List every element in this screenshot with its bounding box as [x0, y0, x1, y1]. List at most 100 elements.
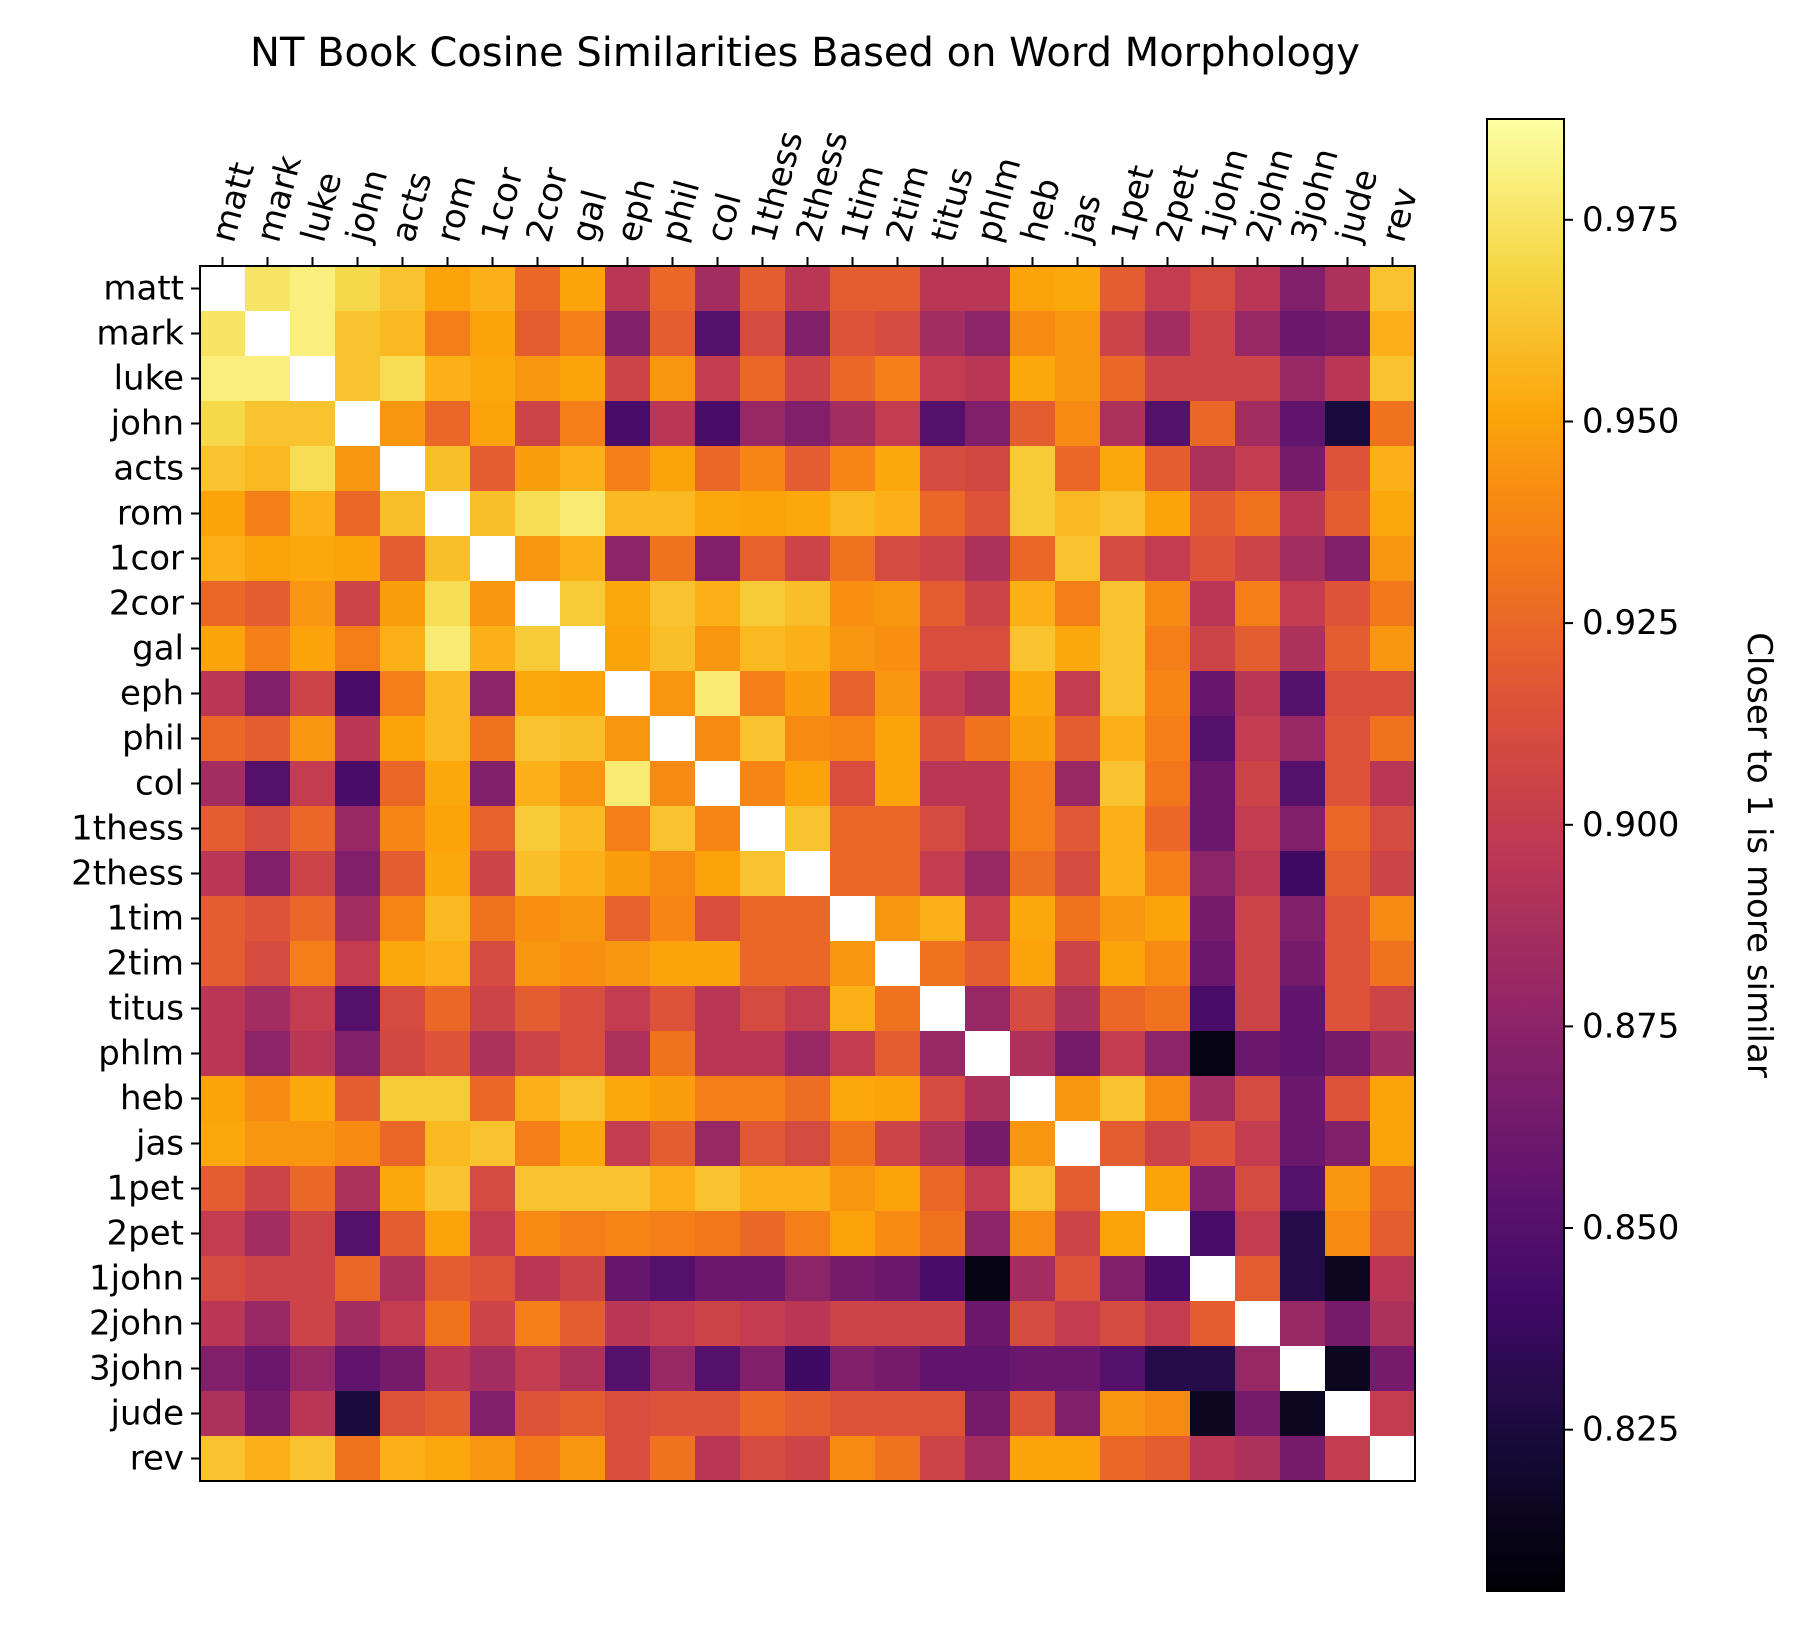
heatmap-cell: [470, 311, 516, 357]
heatmap-cell: [1190, 941, 1236, 987]
heatmap-cell: [290, 311, 336, 357]
heatmap-cell: [200, 581, 246, 627]
heatmap-cell: [785, 896, 831, 942]
heatmap-cell: [1235, 1436, 1281, 1482]
heatmap-cell: [1145, 761, 1191, 807]
heatmap-cell: [1100, 311, 1146, 357]
y-tick-label: titus: [109, 989, 184, 1029]
heatmap-cell: [605, 1121, 651, 1167]
heatmap-cell: [1100, 1346, 1146, 1392]
x-tick-label: jas: [1058, 190, 1109, 248]
heatmap-cell: [695, 986, 741, 1032]
heatmap-cell: [515, 491, 561, 537]
heatmap-cell: [1370, 1076, 1416, 1122]
heatmap-cell: [1190, 626, 1236, 672]
heatmap-cell: [695, 851, 741, 897]
heatmap-cell: [1055, 626, 1101, 672]
heatmap-cell: [470, 266, 516, 312]
heatmap-cell: [1145, 1301, 1191, 1347]
heatmap-cell: [1280, 581, 1326, 627]
heatmap-cell: [380, 1076, 426, 1122]
heatmap-cell: [830, 851, 876, 897]
heatmap-cell: [515, 806, 561, 852]
heatmap-cell: [1190, 806, 1236, 852]
heatmap-cell: [1235, 806, 1281, 852]
heatmap-cell: [290, 1256, 336, 1302]
heatmap-cell: [1280, 356, 1326, 402]
heatmap-cell: [1190, 1211, 1236, 1257]
heatmap-cell: [875, 1121, 921, 1167]
heatmap-cell: [1280, 266, 1326, 312]
heatmap-cell: [1055, 1346, 1101, 1392]
heatmap-cell: [605, 311, 651, 357]
heatmap-cell: [1325, 1256, 1371, 1302]
heatmap-cell: [200, 761, 246, 807]
heatmap-cell: [875, 1031, 921, 1077]
heatmap-cell: [1325, 941, 1371, 987]
heatmap-cell: [965, 491, 1011, 537]
heatmap-cell: [1010, 1256, 1056, 1302]
heatmap-cell: [740, 1301, 786, 1347]
heatmap-cell: [695, 941, 741, 987]
heatmap-cell: [1100, 941, 1146, 987]
heatmap-cell: [740, 401, 786, 447]
y-tick-label: acts: [113, 449, 184, 489]
heatmap-cell: [245, 626, 291, 672]
heatmap-cell: [785, 1301, 831, 1347]
heatmap-cell: [290, 671, 336, 717]
heatmap-cell: [1100, 1031, 1146, 1077]
heatmap-cell: [515, 401, 561, 447]
heatmap-cell: [335, 1256, 381, 1302]
heatmap-cell: [290, 1301, 336, 1347]
heatmap-cell: [1010, 671, 1056, 717]
heatmap-cell: [875, 581, 921, 627]
heatmap-cell: [470, 536, 516, 582]
heatmap-cell: [920, 851, 966, 897]
heatmap-cell: [875, 761, 921, 807]
heatmap-cell: [515, 1436, 561, 1482]
heatmap-cell: [1325, 1301, 1371, 1347]
heatmap-cell: [740, 1391, 786, 1437]
heatmap-cell: [200, 1301, 246, 1347]
heatmap-cell: [1280, 851, 1326, 897]
y-tick-label: eph: [120, 674, 184, 714]
heatmap-cell: [695, 761, 741, 807]
heatmap-cell: [470, 1121, 516, 1167]
heatmap-cell: [200, 1076, 246, 1122]
heatmap-cell: [650, 716, 696, 762]
heatmap-cell: [605, 356, 651, 402]
heatmap-cell: [335, 581, 381, 627]
heatmap-cell: [560, 851, 606, 897]
heatmap-cell: [560, 806, 606, 852]
heatmap-cell: [1280, 401, 1326, 447]
heatmap-cell: [245, 581, 291, 627]
heatmap-cell: [785, 401, 831, 447]
heatmap-cell: [1325, 491, 1371, 537]
heatmap-cell: [965, 716, 1011, 762]
heatmap-cell: [1235, 1166, 1281, 1212]
heatmap-cell: [785, 716, 831, 762]
heatmap-cell: [1100, 446, 1146, 492]
heatmap-cell: [1010, 1166, 1056, 1212]
heatmap-cell: [785, 1031, 831, 1077]
heatmap-cell: [1100, 491, 1146, 537]
heatmap-cell: [1145, 581, 1191, 627]
heatmap-cell: [1235, 311, 1281, 357]
heatmap-cell: [1100, 1166, 1146, 1212]
heatmap-cell: [1325, 716, 1371, 762]
heatmap-cell: [200, 1166, 246, 1212]
colorbar-tick-label: 0.900: [1582, 805, 1679, 845]
heatmap-cell: [1370, 1346, 1416, 1392]
heatmap-cell: [380, 356, 426, 402]
heatmap-cell: [425, 1211, 471, 1257]
heatmap-cell: [1010, 1211, 1056, 1257]
heatmap-cell: [920, 1346, 966, 1392]
heatmap-cell: [515, 896, 561, 942]
heatmap-cell: [830, 266, 876, 312]
heatmap-cell: [920, 896, 966, 942]
heatmap-cell: [560, 986, 606, 1032]
heatmap-cell: [695, 1166, 741, 1212]
heatmap-cell: [650, 356, 696, 402]
heatmap-cell: [1145, 1076, 1191, 1122]
heatmap-cell: [920, 716, 966, 762]
